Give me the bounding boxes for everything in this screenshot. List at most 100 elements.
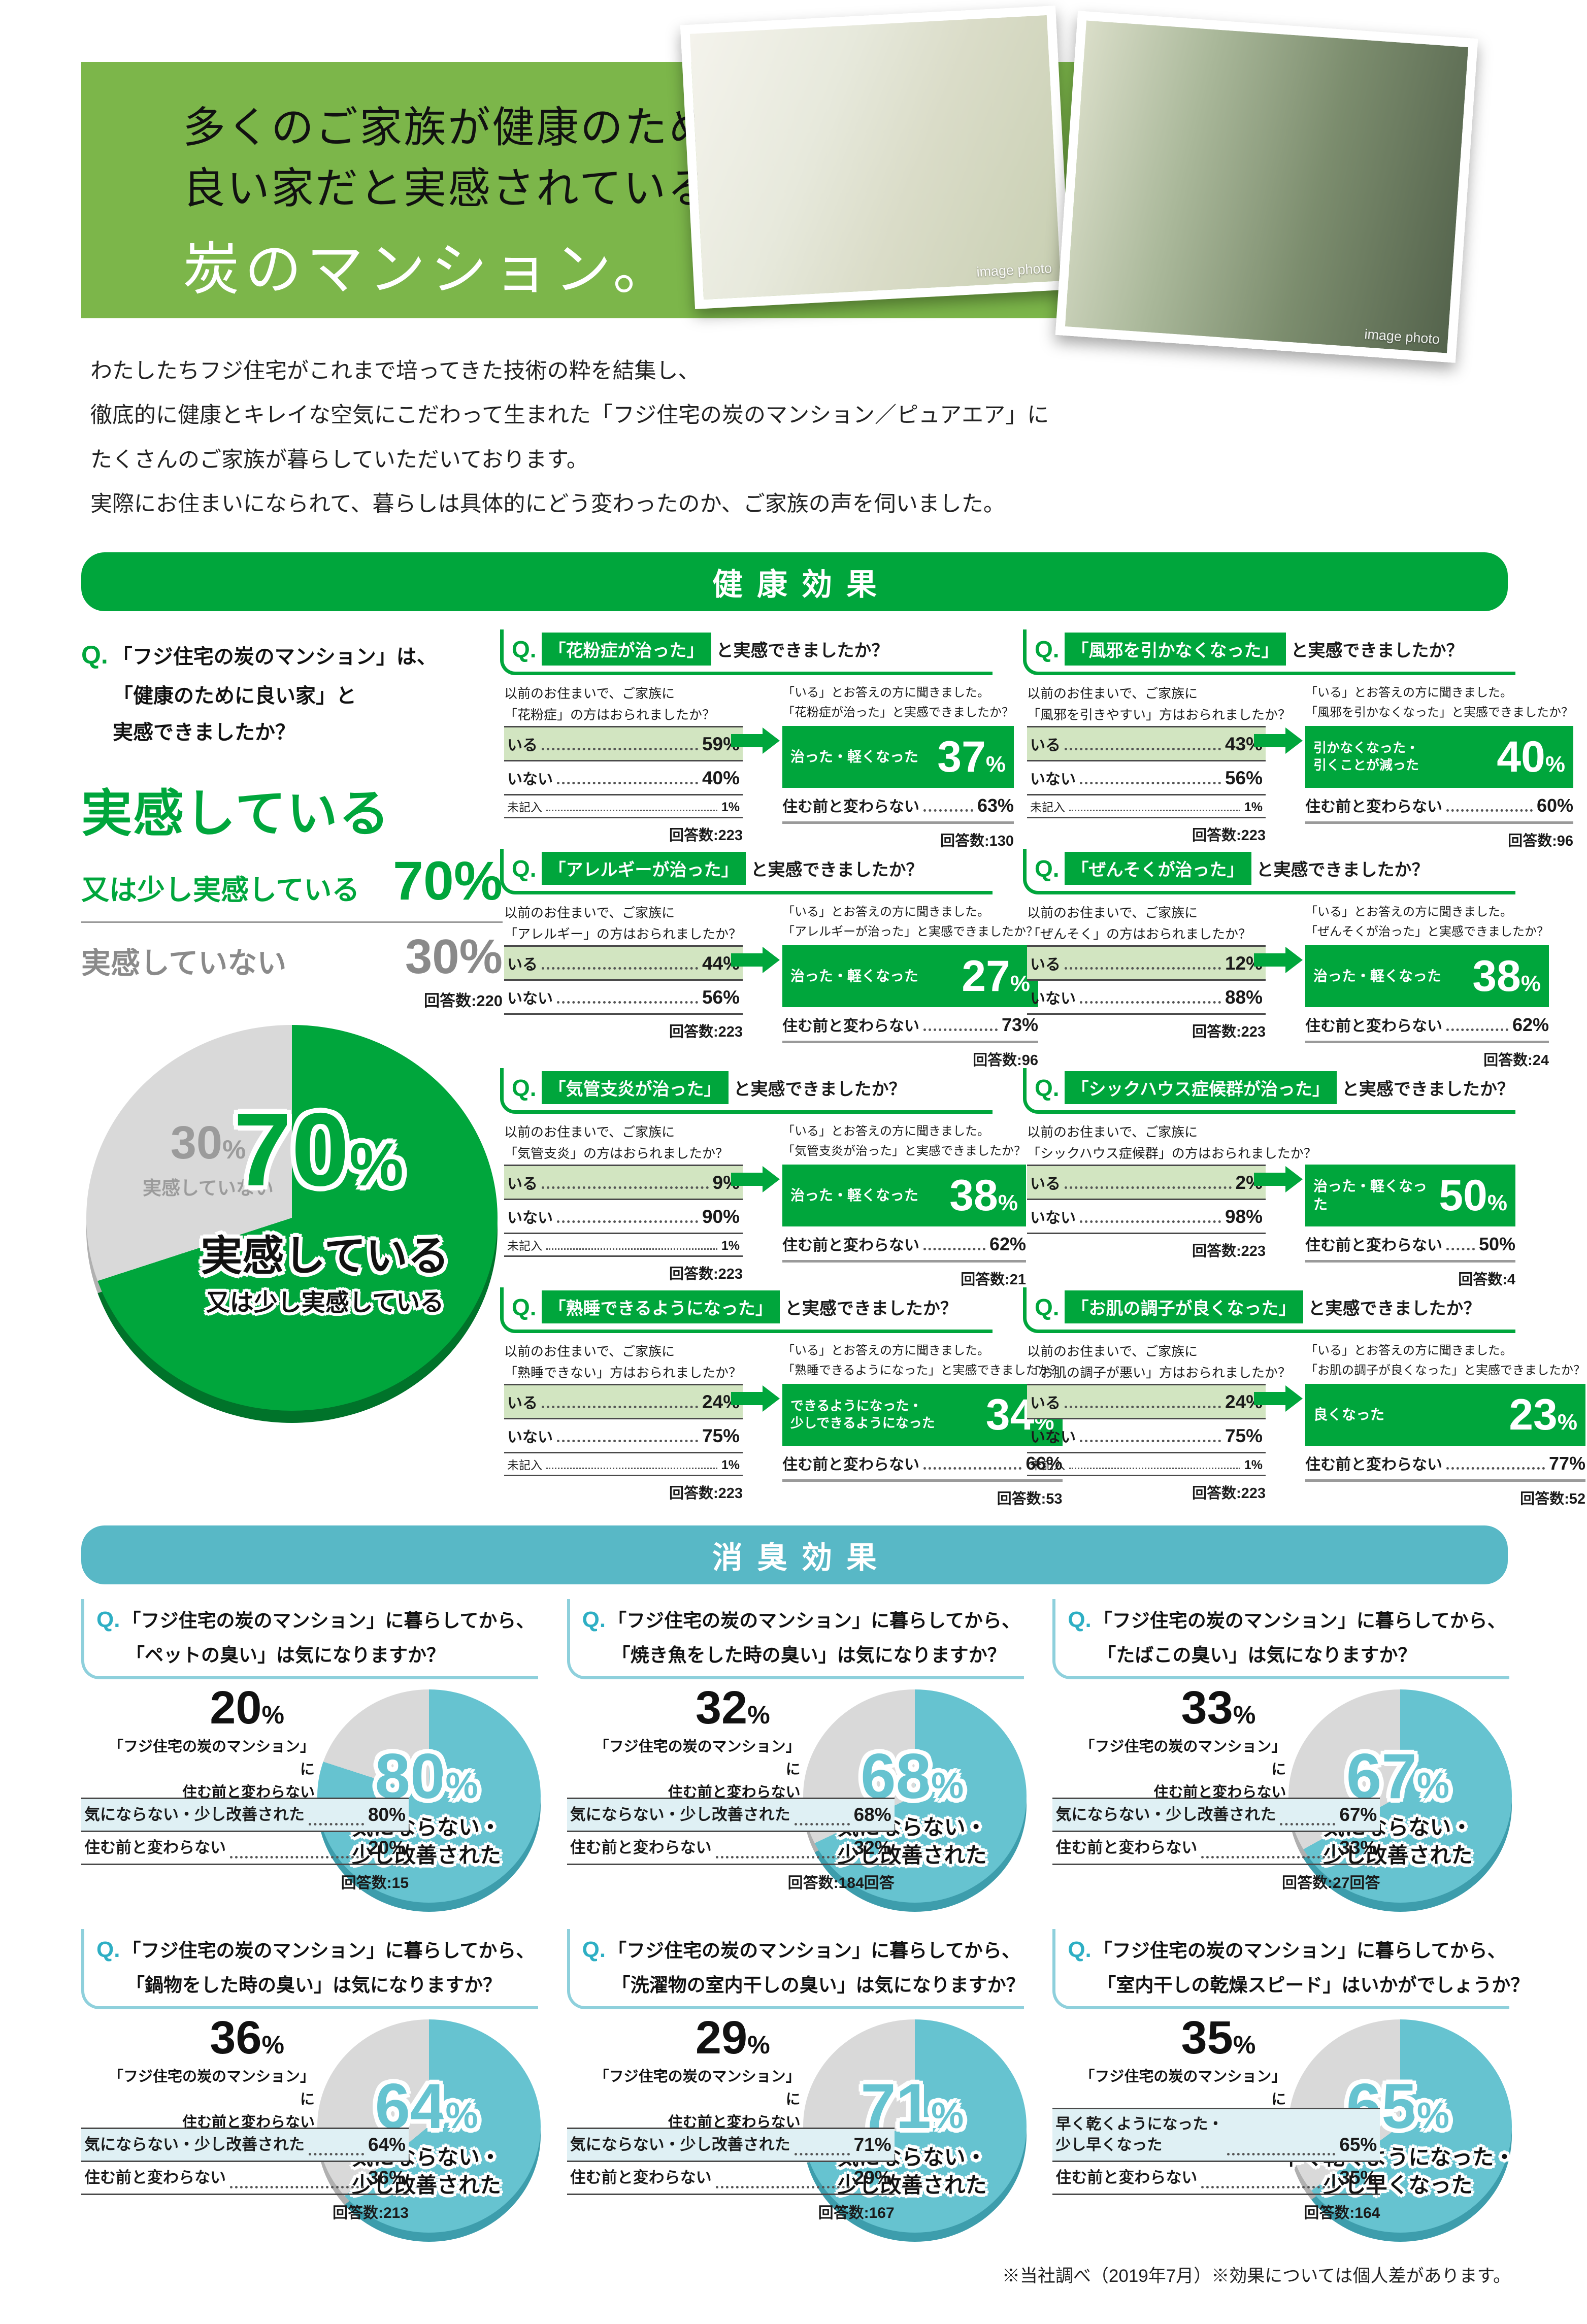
arrow-icon xyxy=(731,1385,780,1412)
deodorizing-question-block: Q. 「フジ住宅の炭のマンション」に暮らしてから、 「室内干しの乾燥スピード」は… xyxy=(1052,1929,1529,2244)
response-count: 回答数:24 xyxy=(1483,1052,1549,1069)
response-count: 回答数:223 xyxy=(1192,1024,1266,1040)
legend-row-unchanged: 住む前と変わらない 20% xyxy=(81,1832,409,1865)
result-value: 23% xyxy=(1509,1390,1577,1439)
health-question-block: Q. 「風邪を引かなくなった」 と実感できましたか？ 以前のお住まいで、ご家族に… xyxy=(1023,629,1573,849)
stat-row-iru: いる 24% xyxy=(1027,1384,1266,1419)
question-highlight: 「花粉症が治った」 xyxy=(541,633,711,666)
legend: 気にならない・少し改善された 68% 住む前と変わらない 32% 回答数:184… xyxy=(567,1798,895,1893)
stat-row-mikinyu: 未記入 1% xyxy=(1027,795,1266,818)
dotted-leader xyxy=(1065,959,1221,970)
dotted-leader xyxy=(542,1398,698,1408)
pie-gray-slice-label: 32% 「フジ住宅の炭のマンション」に 住む前と変わらない xyxy=(594,1682,801,1801)
followup-question: 「いる」とお答えの方に聞きました。 「気管支炎が治った」と実感できましたか？ xyxy=(782,1124,1026,1158)
response-count: 回答数:223 xyxy=(669,1024,743,1040)
q-mark: Q. xyxy=(512,855,537,882)
dotted-leader xyxy=(542,959,698,970)
legend: 気にならない・少し改善された 67% 住む前と変わらない 33% 回答数:27回… xyxy=(1052,1798,1380,1893)
intro-line: わたしたちフジ住宅がこれまで培ってきた技術の粋を結集し、 xyxy=(90,359,700,383)
dotted-leader xyxy=(1080,1432,1221,1442)
divider xyxy=(81,921,503,923)
stat-row-unchanged: 住む前と変わらない 66% xyxy=(782,1446,1063,1482)
pie-chart-area: 36% 「フジ住宅の炭のマンション」に 住む前と変わらない 64% 気にならない… xyxy=(81,2012,541,2242)
result-value: 34% xyxy=(985,1390,1054,1439)
pie xyxy=(86,1025,498,1411)
question-suffix: と実感できましたか？ xyxy=(1341,1080,1514,1099)
dotted-leader xyxy=(794,2145,850,2155)
dotted-leader xyxy=(715,1848,850,1858)
response-count: 回答数:223 xyxy=(669,827,743,844)
question-suffix: と実感できましたか？ xyxy=(733,1080,906,1099)
response-count: 回答数:223 xyxy=(669,1485,743,1502)
response-count: 回答数:164 xyxy=(1304,2205,1380,2221)
stat-row-iru: いる 9% xyxy=(504,1165,743,1200)
dotted-leader xyxy=(1080,993,1221,1004)
stat-row-mikinyu: 未記入 1% xyxy=(504,1234,743,1257)
pie xyxy=(803,2019,1027,2233)
legend-row-unchanged: 住む前と変わらない 32% xyxy=(567,1832,895,1865)
deodorizing-question-block: Q. 「フジ住宅の炭のマンション」に暮らしてから、 「洗濯物の室内干しの臭い」は… xyxy=(567,1929,1027,2244)
hero-title-line1: 多くのご家族が健康のために xyxy=(183,105,757,152)
overview-question: Q. 「フジ住宅の炭のマンション」は、 「健康のために良い家」と 実感できましたか… xyxy=(81,641,437,744)
result-column: 「いる」とお答えの方に聞きました。 「気管支炎が治った」と実感できましたか？ 治… xyxy=(782,1122,1026,1289)
photo-baby: image photo xyxy=(680,6,1071,309)
precondition-column: 以前のお住まいで、ご家族に 「気管支炎」の方はおられましたか？ いる 9% いな… xyxy=(504,1122,743,1289)
overview-response-count: 回答数:220 xyxy=(423,992,503,1010)
deodorizing-questions-grid: Q. 「フジ住宅の炭のマンション」に暮らしてから、 「ペットの臭い」は気になりま… xyxy=(81,1599,1529,2244)
question-highlight: 「ぜんそくが治った」 xyxy=(1064,852,1251,885)
dotted-leader xyxy=(794,1815,850,1825)
question-body: 以前のお住まいで、ご家族に 「花粉症」の方はおられましたか？ いる 59% いな… xyxy=(500,683,1014,850)
section-title: 消臭効果 xyxy=(712,1540,891,1575)
dotted-leader xyxy=(923,802,973,812)
dotted-leader xyxy=(557,1432,698,1442)
response-count: 回答数:96 xyxy=(973,1052,1038,1069)
health-question-block: Q. 「シックハウス症候群が治った」 と実感できましたか？ 以前のお住まいで、ご… xyxy=(1023,1068,1515,1288)
question-suffix: と実感できましたか？ xyxy=(784,1299,957,1318)
pie-gray-slice-label: 20% 「フジ住宅の炭のマンション」に 住む前と変わらない xyxy=(108,1682,315,1801)
section-title: 健康効果 xyxy=(712,567,891,602)
question-header: Q. 「フジ住宅の炭のマンション」に暮らしてから、 「鍋物をした時の臭い」は気に… xyxy=(81,1929,538,2009)
result-column: 「いる」とお答えの方に聞きました。 「アレルギーが治った」と実感できましたか？ … xyxy=(782,903,1038,1070)
pie-center-label2: 又は少し実感している xyxy=(206,1289,444,1316)
dotted-leader xyxy=(542,740,698,750)
stat-row-unchanged: 住む前と変わらない 62% xyxy=(782,1226,1026,1263)
followup-question: 「いる」とお答えの方に聞きました。 「熟睡できるようになった」と実感できましたか… xyxy=(782,1344,1063,1377)
dotted-leader xyxy=(923,1459,1022,1470)
q-mark: Q. xyxy=(1035,1293,1060,1320)
stat-row-unchanged: 住む前と変わらない 62% xyxy=(1305,1007,1549,1043)
footnote: ※当社調べ（2019年7月）※効果については個人差があります。 xyxy=(1002,2266,1511,2286)
precondition-question: 以前のお住まいで、ご家族に 「風邪を引きやすい」方はおられましたか？ xyxy=(1027,686,1292,722)
arrow-icon xyxy=(731,727,780,754)
followup-question: 「いる」とお答えの方に聞きました。 「アレルギーが治った」と実感できましたか？ xyxy=(782,905,1038,939)
health-questions-grid: Q. 「花粉症が治った」 と実感できましたか？ 以前のお住まいで、ご家族に 「花… xyxy=(500,629,1585,1507)
arrow-icon xyxy=(1254,727,1303,754)
followup-question: 「いる」とお答えの方に聞きました。 「花粉症が治った」と実感できましたか？ xyxy=(782,686,1014,719)
overview-pie-chart: 30% 実感していない 70% 実感している 又は少し実感している xyxy=(81,1025,503,1431)
dotted-leader xyxy=(1069,804,1240,811)
q-mark: Q. xyxy=(96,1937,120,1962)
precondition-column: 以前のお住まいで、ご家族に 「アレルギー」の方はおられましたか？ いる 44% … xyxy=(504,903,743,1070)
pie-chart-area: 32% 「フジ住宅の炭のマンション」に 住む前と変わらない 68% 気にならない… xyxy=(567,1682,1027,1912)
result-box: 治った・軽くなった 38% xyxy=(1305,945,1549,1007)
dotted-leader xyxy=(1069,1462,1240,1469)
overview-negative-row: 実感していない 30% xyxy=(81,929,503,984)
stat-row-inai: いない 56% xyxy=(504,981,743,1015)
dotted-leader xyxy=(542,1179,709,1189)
legend-row-improved: 気にならない・少し改善された 67% xyxy=(1052,1798,1380,1832)
precondition-question: 以前のお住まいで、ご家族に 「気管支炎」の方はおられましたか？ xyxy=(504,1124,729,1161)
question-highlight: 「アレルギーが治った」 xyxy=(541,852,746,885)
precondition-column: 以前のお住まいで、ご家族に 「風邪を引きやすい」方はおられましたか？ いる 43… xyxy=(1027,683,1292,850)
overview-answer-subrow: 又は少し実感している 70% xyxy=(81,850,503,911)
stat-row-inai: いない 90% xyxy=(504,1200,743,1234)
question-highlight: 「熟睡できるようになった」 xyxy=(541,1290,780,1323)
dotted-leader xyxy=(715,2178,850,2188)
question-header: Q. 「フジ住宅の炭のマンション」に暮らしてから、 「焼き魚をした時の臭い」は気… xyxy=(567,1599,1024,1679)
question-highlight: 「風邪を引かなくなった」 xyxy=(1064,633,1286,666)
precondition-question: 以前のお住まいで、ご家族に 「ぜんそく」の方はおられましたか？ xyxy=(1027,905,1252,942)
result-column: 「いる」とお答えの方に聞きました。 「熟睡できるようになった」と実感できましたか… xyxy=(782,1341,1063,1508)
stat-row-unchanged: 住む前と変わらない 50% xyxy=(1305,1226,1515,1263)
legend: 気にならない・少し改善された 64% 住む前と変わらない 36% 回答数:213 xyxy=(81,2128,409,2222)
stat-row-iru: いる 44% xyxy=(504,945,743,981)
dotted-leader xyxy=(557,774,698,784)
precondition-question: 以前のお住まいで、ご家族に 「お肌の調子が悪い」方はおられましたか？ xyxy=(1027,1344,1292,1380)
